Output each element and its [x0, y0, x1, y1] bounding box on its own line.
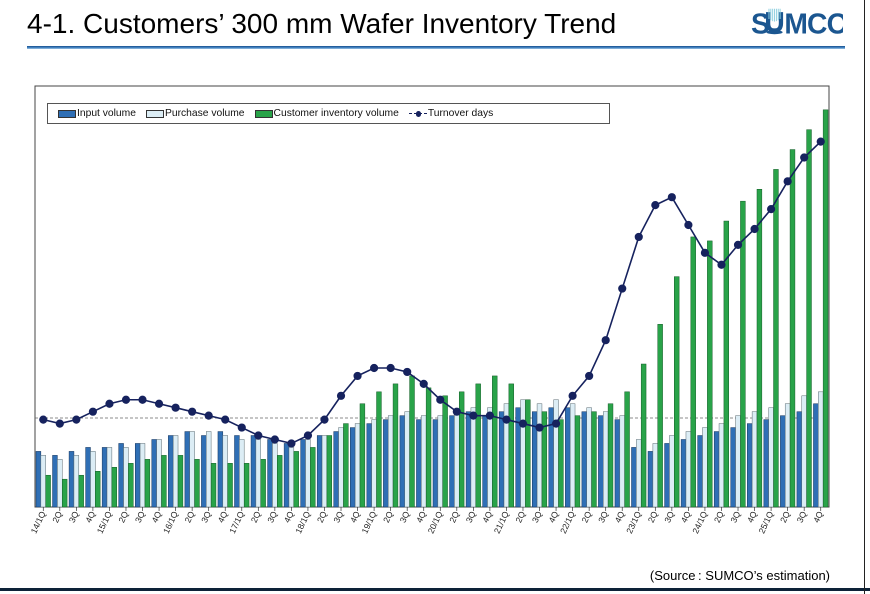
svg-text:14/1Q: 14/1Q	[29, 509, 48, 535]
svg-text:2Q: 2Q	[315, 509, 329, 524]
svg-text:24/1Q: 24/1Q	[690, 509, 709, 535]
svg-text:18/1Q: 18/1Q	[293, 509, 312, 535]
svg-text:4Q: 4Q	[83, 509, 97, 524]
svg-text:3Q: 3Q	[265, 509, 279, 524]
svg-text:4Q: 4Q	[811, 509, 825, 524]
svg-text:3Q: 3Q	[530, 509, 544, 524]
svg-text:3Q: 3Q	[795, 509, 809, 524]
svg-text:3Q: 3Q	[728, 509, 742, 524]
svg-text:25/1Q: 25/1Q	[756, 509, 775, 535]
svg-text:3Q: 3Q	[133, 509, 147, 524]
svg-text:4Q: 4Q	[282, 509, 296, 524]
svg-text:3Q: 3Q	[662, 509, 676, 524]
svg-text:3Q: 3Q	[199, 509, 213, 524]
svg-text:2Q: 2Q	[778, 509, 792, 524]
svg-text:2Q: 2Q	[249, 509, 263, 524]
svg-text:4Q: 4Q	[414, 509, 428, 524]
svg-text:2Q: 2Q	[50, 509, 64, 524]
svg-text:3Q: 3Q	[398, 509, 412, 524]
svg-text:2Q: 2Q	[381, 509, 395, 524]
svg-text:4Q: 4Q	[679, 509, 693, 524]
svg-text:3Q: 3Q	[331, 509, 345, 524]
svg-text:15/1Q: 15/1Q	[95, 509, 114, 535]
svg-text:4Q: 4Q	[546, 509, 560, 524]
svg-text:2Q: 2Q	[447, 509, 461, 524]
svg-text:4Q: 4Q	[348, 509, 362, 524]
svg-text:2Q: 2Q	[646, 509, 660, 524]
svg-text:4Q: 4Q	[149, 509, 163, 524]
svg-text:3Q: 3Q	[596, 509, 610, 524]
svg-text:2Q: 2Q	[513, 509, 527, 524]
svg-text:19/1Q: 19/1Q	[359, 509, 378, 535]
svg-text:2Q: 2Q	[183, 509, 197, 524]
svg-text:20/1Q: 20/1Q	[426, 509, 445, 535]
svg-text:2Q: 2Q	[712, 509, 726, 524]
svg-text:4Q: 4Q	[745, 509, 759, 524]
svg-text:2Q: 2Q	[580, 509, 594, 524]
svg-text:2Q: 2Q	[116, 509, 130, 524]
svg-text:4Q: 4Q	[480, 509, 494, 524]
svg-text:3Q: 3Q	[67, 509, 81, 524]
svg-text:4Q: 4Q	[216, 509, 230, 524]
svg-text:23/1Q: 23/1Q	[624, 509, 643, 535]
svg-text:3Q: 3Q	[464, 509, 478, 524]
svg-text:4Q: 4Q	[613, 509, 627, 524]
svg-text:16/1Q: 16/1Q	[161, 509, 180, 535]
svg-text:21/1Q: 21/1Q	[492, 509, 511, 535]
svg-text:22/1Q: 22/1Q	[558, 509, 577, 535]
svg-text:17/1Q: 17/1Q	[227, 509, 246, 535]
